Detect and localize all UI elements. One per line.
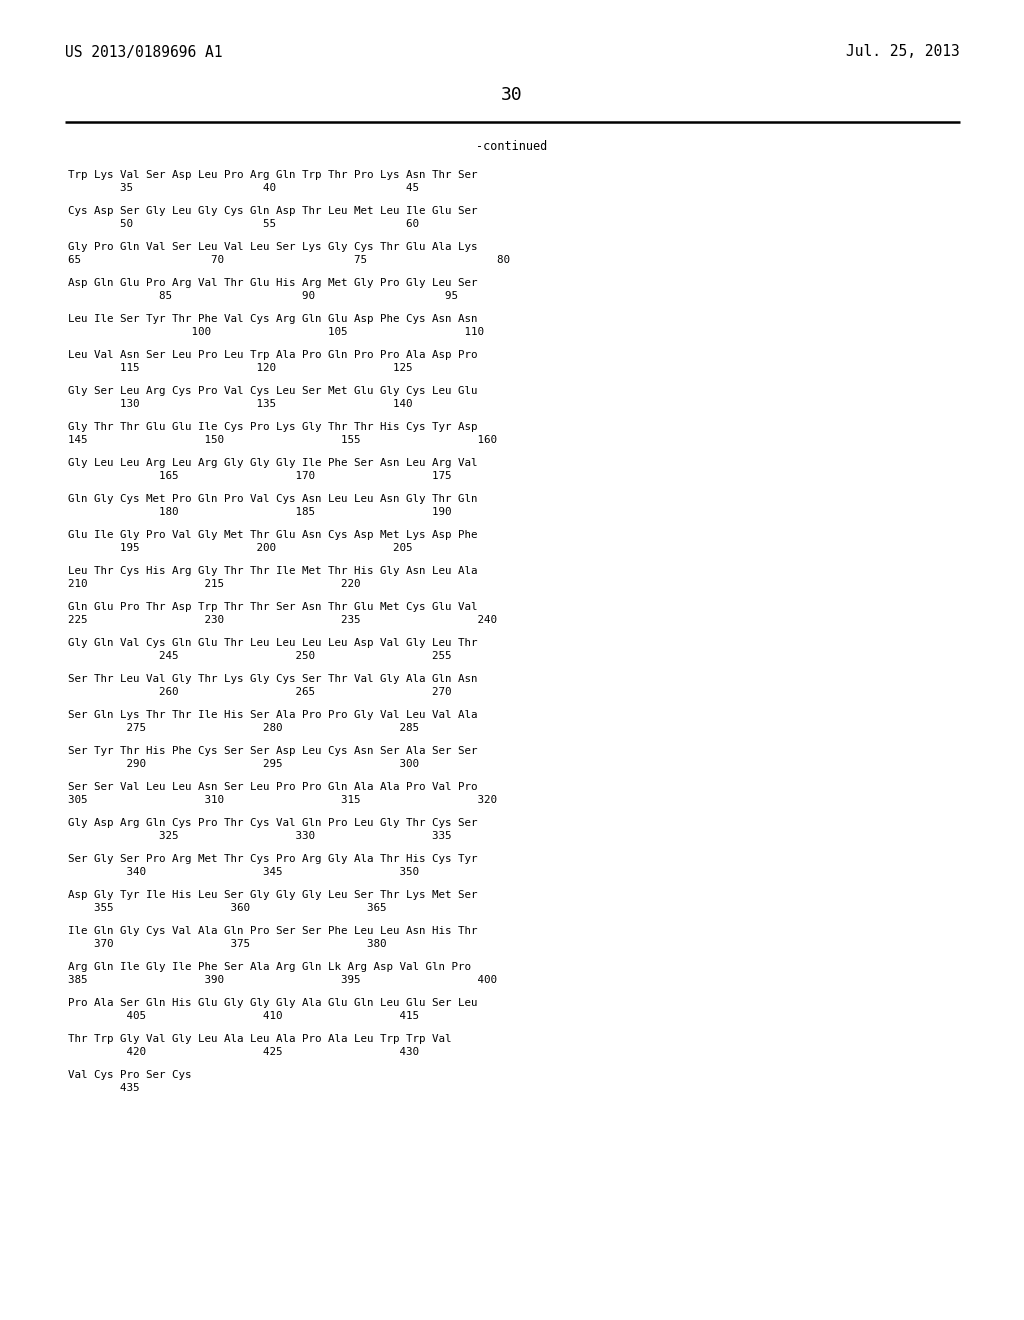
Text: 130                  135                  140: 130 135 140 <box>68 399 413 409</box>
Text: Gln Gly Cys Met Pro Gln Pro Val Cys Asn Leu Leu Asn Gly Thr Gln: Gln Gly Cys Met Pro Gln Pro Val Cys Asn … <box>68 494 477 504</box>
Text: 370                  375                  380: 370 375 380 <box>68 939 386 949</box>
Text: Leu Thr Cys His Arg Gly Thr Thr Ile Met Thr His Gly Asn Leu Ala: Leu Thr Cys His Arg Gly Thr Thr Ile Met … <box>68 566 477 576</box>
Text: 260                  265                  270: 260 265 270 <box>68 686 452 697</box>
Text: 195                  200                  205: 195 200 205 <box>68 543 413 553</box>
Text: 435: 435 <box>68 1082 139 1093</box>
Text: 65                    70                    75                    80: 65 70 75 80 <box>68 255 510 265</box>
Text: 325                  330                  335: 325 330 335 <box>68 832 452 841</box>
Text: 290                  295                  300: 290 295 300 <box>68 759 419 770</box>
Text: 305                  310                  315                  320: 305 310 315 320 <box>68 795 497 805</box>
Text: 245                  250                  255: 245 250 255 <box>68 651 452 661</box>
Text: Ser Tyr Thr His Phe Cys Ser Ser Asp Leu Cys Asn Ser Ala Ser Ser: Ser Tyr Thr His Phe Cys Ser Ser Asp Leu … <box>68 746 477 756</box>
Text: 355                  360                  365: 355 360 365 <box>68 903 386 913</box>
Text: 180                  185                  190: 180 185 190 <box>68 507 452 517</box>
Text: 165                  170                  175: 165 170 175 <box>68 471 452 480</box>
Text: Glu Ile Gly Pro Val Gly Met Thr Glu Asn Cys Asp Met Lys Asp Phe: Glu Ile Gly Pro Val Gly Met Thr Glu Asn … <box>68 531 477 540</box>
Text: Leu Val Asn Ser Leu Pro Leu Trp Ala Pro Gln Pro Pro Ala Asp Pro: Leu Val Asn Ser Leu Pro Leu Trp Ala Pro … <box>68 350 477 360</box>
Text: Cys Asp Ser Gly Leu Gly Cys Gln Asp Thr Leu Met Leu Ile Glu Ser: Cys Asp Ser Gly Leu Gly Cys Gln Asp Thr … <box>68 206 477 216</box>
Text: 85                    90                    95: 85 90 95 <box>68 290 458 301</box>
Text: Gly Asp Arg Gln Cys Pro Thr Cys Val Gln Pro Leu Gly Thr Cys Ser: Gly Asp Arg Gln Cys Pro Thr Cys Val Gln … <box>68 818 477 828</box>
Text: 100                  105                  110: 100 105 110 <box>68 327 484 337</box>
Text: Ile Gln Gly Cys Val Ala Gln Pro Ser Ser Phe Leu Leu Asn His Thr: Ile Gln Gly Cys Val Ala Gln Pro Ser Ser … <box>68 927 477 936</box>
Text: Arg Gln Ile Gly Ile Phe Ser Ala Arg Gln Lk Arg Asp Val Gln Pro: Arg Gln Ile Gly Ile Phe Ser Ala Arg Gln … <box>68 962 471 972</box>
Text: 405                  410                  415: 405 410 415 <box>68 1011 419 1020</box>
Text: 30: 30 <box>501 86 523 104</box>
Text: Gly Leu Leu Arg Leu Arg Gly Gly Gly Ile Phe Ser Asn Leu Arg Val: Gly Leu Leu Arg Leu Arg Gly Gly Gly Ile … <box>68 458 477 469</box>
Text: Gly Gln Val Cys Gln Glu Thr Leu Leu Leu Leu Asp Val Gly Leu Thr: Gly Gln Val Cys Gln Glu Thr Leu Leu Leu … <box>68 638 477 648</box>
Text: Thr Trp Gly Val Gly Leu Ala Leu Ala Pro Ala Leu Trp Trp Val: Thr Trp Gly Val Gly Leu Ala Leu Ala Pro … <box>68 1034 452 1044</box>
Text: Pro Ala Ser Gln His Glu Gly Gly Gly Ala Glu Gln Leu Glu Ser Leu: Pro Ala Ser Gln His Glu Gly Gly Gly Ala … <box>68 998 477 1008</box>
Text: Leu Ile Ser Tyr Thr Phe Val Cys Arg Gln Glu Asp Phe Cys Asn Asn: Leu Ile Ser Tyr Thr Phe Val Cys Arg Gln … <box>68 314 477 323</box>
Text: Ser Thr Leu Val Gly Thr Lys Gly Cys Ser Thr Val Gly Ala Gln Asn: Ser Thr Leu Val Gly Thr Lys Gly Cys Ser … <box>68 675 477 684</box>
Text: 420                  425                  430: 420 425 430 <box>68 1047 419 1057</box>
Text: Trp Lys Val Ser Asp Leu Pro Arg Gln Trp Thr Pro Lys Asn Thr Ser: Trp Lys Val Ser Asp Leu Pro Arg Gln Trp … <box>68 170 477 180</box>
Text: Gln Glu Pro Thr Asp Trp Thr Thr Ser Asn Thr Glu Met Cys Glu Val: Gln Glu Pro Thr Asp Trp Thr Thr Ser Asn … <box>68 602 477 612</box>
Text: Ser Ser Val Leu Leu Asn Ser Leu Pro Pro Gln Ala Ala Pro Val Pro: Ser Ser Val Leu Leu Asn Ser Leu Pro Pro … <box>68 781 477 792</box>
Text: Ser Gln Lys Thr Thr Ile His Ser Ala Pro Pro Gly Val Leu Val Ala: Ser Gln Lys Thr Thr Ile His Ser Ala Pro … <box>68 710 477 719</box>
Text: Gly Thr Thr Glu Glu Ile Cys Pro Lys Gly Thr Thr His Cys Tyr Asp: Gly Thr Thr Glu Glu Ile Cys Pro Lys Gly … <box>68 422 477 432</box>
Text: 50                    55                    60: 50 55 60 <box>68 219 419 228</box>
Text: 145                  150                  155                  160: 145 150 155 160 <box>68 436 497 445</box>
Text: 385                  390                  395                  400: 385 390 395 400 <box>68 975 497 985</box>
Text: -continued: -continued <box>476 140 548 153</box>
Text: Asp Gly Tyr Ile His Leu Ser Gly Gly Gly Leu Ser Thr Lys Met Ser: Asp Gly Tyr Ile His Leu Ser Gly Gly Gly … <box>68 890 477 900</box>
Text: US 2013/0189696 A1: US 2013/0189696 A1 <box>65 45 222 59</box>
Text: 35                    40                    45: 35 40 45 <box>68 183 419 193</box>
Text: Jul. 25, 2013: Jul. 25, 2013 <box>846 45 961 59</box>
Text: 275                  280                  285: 275 280 285 <box>68 723 419 733</box>
Text: Ser Gly Ser Pro Arg Met Thr Cys Pro Arg Gly Ala Thr His Cys Tyr: Ser Gly Ser Pro Arg Met Thr Cys Pro Arg … <box>68 854 477 865</box>
Text: Gly Pro Gln Val Ser Leu Val Leu Ser Lys Gly Cys Thr Glu Ala Lys: Gly Pro Gln Val Ser Leu Val Leu Ser Lys … <box>68 242 477 252</box>
Text: 225                  230                  235                  240: 225 230 235 240 <box>68 615 497 624</box>
Text: 210                  215                  220: 210 215 220 <box>68 579 360 589</box>
Text: Val Cys Pro Ser Cys: Val Cys Pro Ser Cys <box>68 1071 191 1080</box>
Text: 340                  345                  350: 340 345 350 <box>68 867 419 876</box>
Text: Gly Ser Leu Arg Cys Pro Val Cys Leu Ser Met Glu Gly Cys Leu Glu: Gly Ser Leu Arg Cys Pro Val Cys Leu Ser … <box>68 385 477 396</box>
Text: Asp Gln Glu Pro Arg Val Thr Glu His Arg Met Gly Pro Gly Leu Ser: Asp Gln Glu Pro Arg Val Thr Glu His Arg … <box>68 279 477 288</box>
Text: 115                  120                  125: 115 120 125 <box>68 363 413 374</box>
